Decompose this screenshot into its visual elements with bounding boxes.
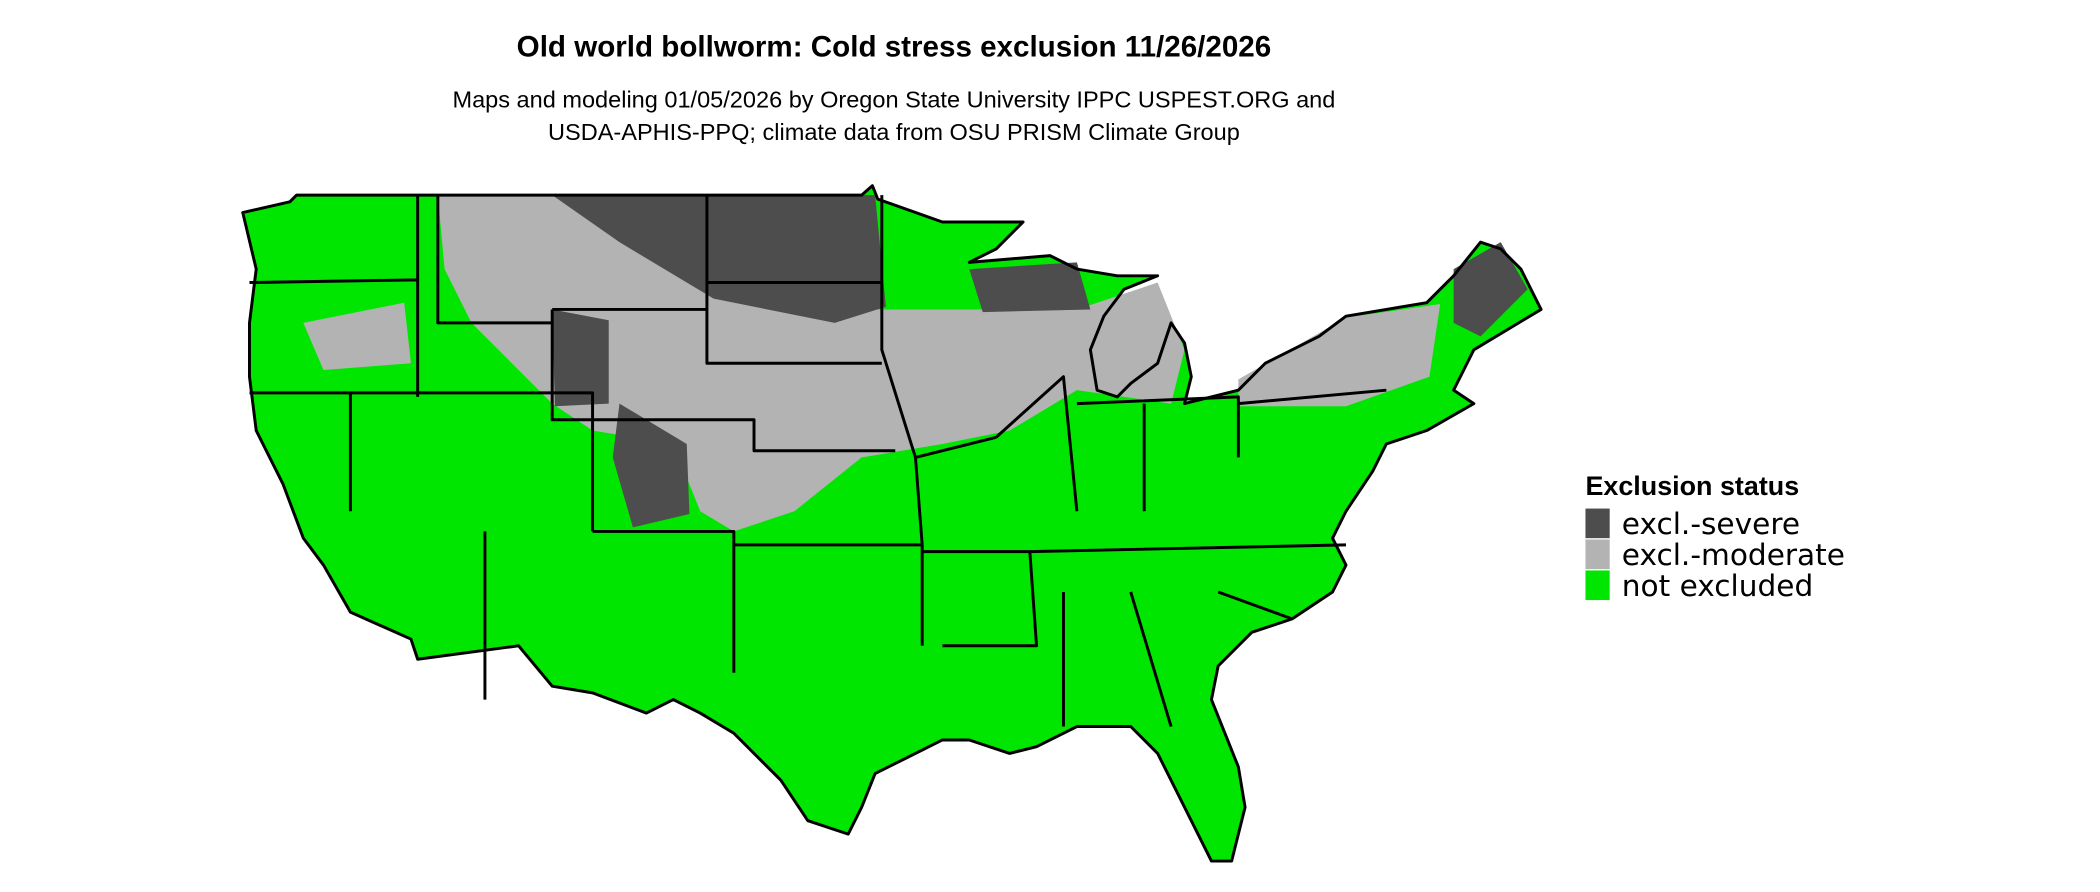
region-severe	[969, 262, 1091, 313]
map-subtitle: USDA-APHIS-PPQ; climate data from OSU PR…	[548, 119, 1240, 145]
map-subtitle: Maps and modeling 01/05/2026 by Oregon S…	[452, 87, 1335, 113]
region-moderate	[303, 302, 411, 370]
region-severe	[552, 195, 886, 323]
legend-swatch	[1585, 508, 1610, 539]
legend-label: excl.-moderate	[1622, 538, 1845, 572]
region-severe	[1453, 242, 1528, 337]
state-borders	[249, 195, 1387, 727]
us-outline	[241, 184, 1543, 863]
legend-swatch	[1585, 570, 1610, 601]
legend-swatch	[1585, 539, 1610, 570]
legend: Exclusion status excl.-severeexcl.-moder…	[1585, 471, 1845, 603]
region-moderate	[1238, 304, 1441, 407]
us-map	[241, 184, 1543, 863]
legend-label: not excluded	[1622, 569, 1813, 603]
region-severe	[552, 309, 609, 407]
region-severe	[612, 403, 690, 528]
legend-label: excl.-severe	[1622, 507, 1800, 541]
map-title: Old world bollworm: Cold stress exclusio…	[517, 31, 1271, 64]
legend-title: Exclusion status	[1585, 471, 1799, 501]
